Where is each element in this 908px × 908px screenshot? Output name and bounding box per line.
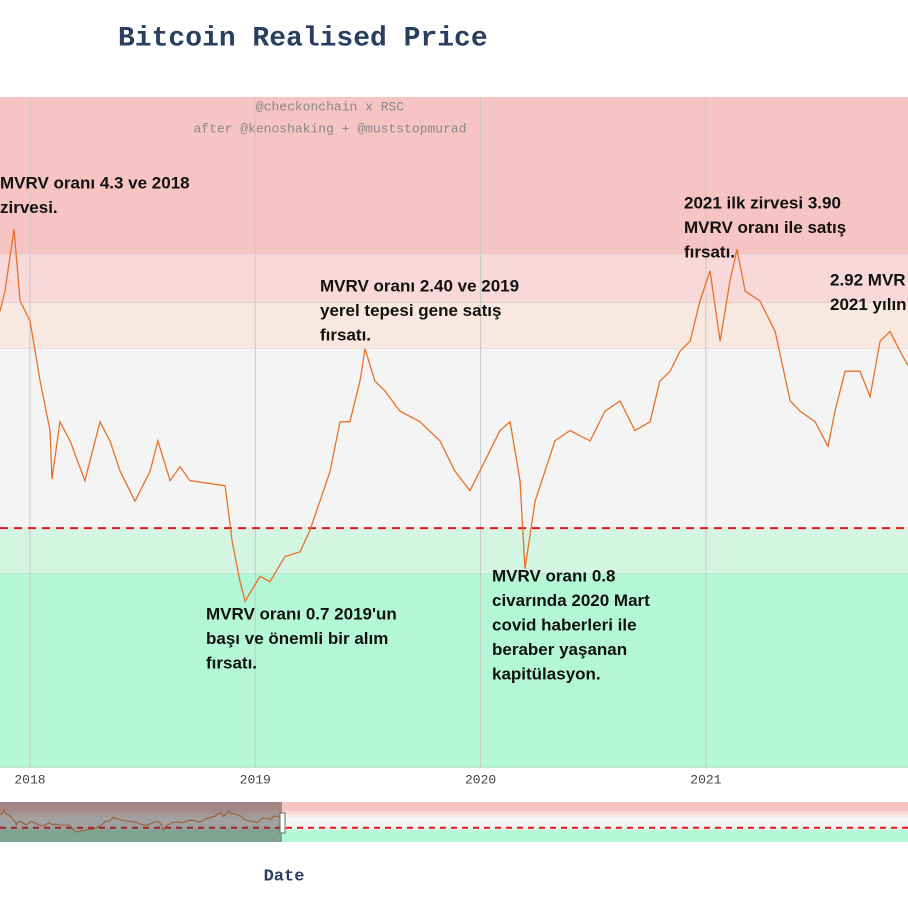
x-tick-label: 2019 xyxy=(240,772,271,787)
annotation: 2021 yılın xyxy=(830,295,907,314)
annotation: covid haberleri ile xyxy=(492,615,637,634)
annotation: MVRV oranı 4.3 ve 2018 xyxy=(0,173,190,192)
band xyxy=(0,573,908,768)
annotation: kapitülasyon. xyxy=(492,664,601,683)
slider-line xyxy=(0,808,283,833)
slider-band xyxy=(0,827,908,831)
band xyxy=(0,528,908,574)
slider-band xyxy=(0,830,908,842)
annotation: MVRV oranı ile satış xyxy=(684,218,846,237)
annotation: fırsatı. xyxy=(206,653,257,672)
slider-mask xyxy=(0,802,282,842)
subtitle: @checkonchain x RSC xyxy=(256,99,404,114)
annotation: MVRV oranı 2.40 ve 2019 xyxy=(320,276,519,295)
annotation: 2.92 MVR xyxy=(830,270,906,289)
slider-band xyxy=(0,814,908,818)
subtitle: after @kenoshaking + @muststopmurad xyxy=(193,121,466,136)
annotation: MVRV oranı 0.8 xyxy=(492,566,615,585)
annotation: civarında 2020 Mart xyxy=(492,591,650,610)
data-line xyxy=(0,229,908,603)
band xyxy=(0,348,908,529)
slider-band xyxy=(0,817,908,828)
annotation: beraber yaşanan xyxy=(492,640,627,659)
slider-band xyxy=(0,811,908,815)
annotation: yerel tepesi gene satış xyxy=(320,301,501,320)
annotation: 2021 ilk zirvesi 3.90 xyxy=(684,193,841,212)
chart-title: Bitcoin Realised Price xyxy=(118,23,488,54)
annotation: zirvesi. xyxy=(0,198,58,217)
x-tick-label: 2021 xyxy=(690,772,721,787)
annotation: fırsatı. xyxy=(320,325,371,344)
annotation: MVRV oranı 0.7 2019'un xyxy=(206,604,397,623)
x-axis-label: Date xyxy=(264,867,305,886)
band xyxy=(0,302,908,349)
x-tick-label: 2020 xyxy=(465,772,496,787)
plot: MVRV oranı 4.3 ve 2018 zirvesi. MVRV oranı… xyxy=(0,97,908,768)
x-tick-label: 2018 xyxy=(14,772,45,787)
range-slider xyxy=(0,802,908,842)
band xyxy=(0,254,908,303)
slider-handle xyxy=(279,812,286,834)
annotation: başı ve önemli bir alım xyxy=(206,629,388,648)
band xyxy=(0,97,908,255)
slider-band xyxy=(0,802,908,812)
annotation: fırsatı. xyxy=(684,242,735,261)
